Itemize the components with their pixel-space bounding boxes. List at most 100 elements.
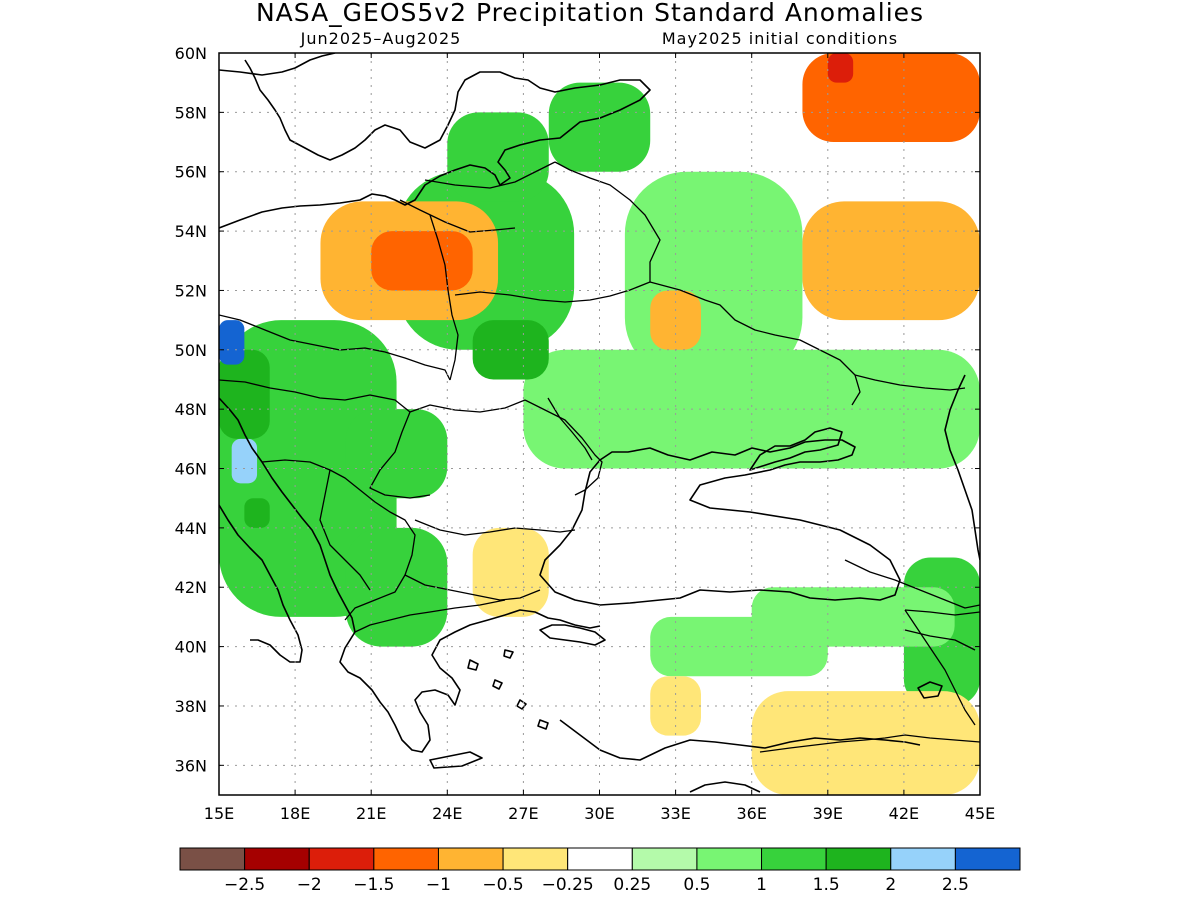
anomaly-cell-0 [624,171,803,380]
azov-sea-coastline [749,427,843,471]
y-tick-label-6: 48N [175,400,207,419]
border-belarus-russia [554,161,661,282]
anomaly-cell-7 [447,112,549,202]
colorbar: −2.5 −2 −1.5 −1 −0.5 −0.25 0.25 0.5 1 1.5 2 2.5 [179,847,1021,895]
x-tick-label-1: 18E [280,804,310,823]
lake-sevan-coastline [917,681,943,699]
anomaly-cell-11 [751,587,955,647]
border-georgia-armenia [904,629,976,651]
y-tick-label-5: 50N [175,341,207,360]
map-area [219,53,980,795]
coastlines [219,53,980,793]
colorbar-swatch-2 [308,847,375,871]
anomaly-cell-5 [472,320,549,380]
y-tick-label-9: 42N [175,578,207,597]
colorbar-label-10: 2 [885,875,896,895]
y-tick-label-0: 60N [175,44,207,63]
greece-coastline [339,609,601,753]
colorbar-label-1: −2 [297,875,322,895]
caspian-coastline [944,374,980,561]
colorbar-swatch-12 [954,847,1021,871]
anomaly-cell-1 [523,349,980,469]
y-tick-label-10: 40N [175,638,207,657]
x-tick-label-4: 27E [508,804,538,823]
border-caucasus [844,559,980,616]
x-tick-label-8: 39E [813,804,843,823]
x-tick-label-9: 42E [889,804,919,823]
colorbar-label-11: 2.5 [942,875,969,895]
border-serbia-west [319,469,371,591]
marmara-coastline [539,624,606,646]
border-russia-kazakhstan [854,374,966,391]
x-tick-label-6: 33E [660,804,690,823]
x-tick-label-10: 45E [965,804,995,823]
x-tick-label-2: 21E [356,804,386,823]
colorbar-label-8: 1 [756,875,767,895]
x-tick-label-5: 30E [584,804,614,823]
baltic-coastline [219,59,651,229]
border-belarus-south [454,281,651,303]
colorbar-label-4: −0.5 [482,875,523,895]
border-central-europe-1 [219,314,451,381]
anomaly-shading [219,53,980,795]
y-tick-label-12: 36N [175,756,207,775]
black-sea-coastline [539,439,901,606]
anomaly-cell-17 [371,231,473,291]
country-borders [219,161,980,753]
colorbar-label-7: 0.5 [683,875,710,895]
y-tick-label-2: 56N [175,163,207,182]
border-balkans [261,459,416,621]
colorbar-swatch-6 [567,847,633,871]
colorbar-label-2: −1.5 [353,875,394,895]
border-hungary-romania [369,411,431,499]
y-tick-label-8: 44N [175,519,207,538]
y-tick-label-7: 46N [175,460,207,479]
border-bulgaria-south [404,574,541,601]
aegean-islands [429,649,549,769]
colorbar-swatch-7 [631,847,698,871]
colorbar-label-9: 1.5 [813,875,840,895]
anomaly-cell-8 [548,82,651,172]
border-central-europe-2 [219,379,526,413]
colorbar-swatch-10 [825,847,892,871]
colorbar-label-3: −1 [426,875,451,895]
anomaly-cell-23 [751,691,980,795]
border-turkey-syria [759,734,980,753]
colorbar-swatch-4 [437,847,504,871]
colorbar-swatch-9 [761,847,827,871]
initial-conditions-label: May2025 initial conditions [662,29,898,48]
anomaly-cell-15 [244,498,270,528]
x-tick-label-3: 24E [432,804,462,823]
border-romania-ukraine [524,399,603,496]
colorbar-swatch-11 [890,847,956,871]
border-baltic-states [399,161,556,233]
x-tick-label-7: 36E [736,804,766,823]
anomaly-cell-20 [802,201,980,321]
colorbar-swatch-3 [373,847,439,871]
border-turkey-east [904,609,976,726]
anomaly-cell-4 [345,409,448,499]
y-tick-label-3: 54N [175,222,207,241]
colorbar-label-5: −0.25 [542,875,594,895]
y-tick-label-4: 52N [175,281,207,300]
cyprus-coastline [689,781,761,793]
border-moldova [547,397,593,461]
anomaly-cell-21 [650,290,701,350]
adriatic-coastline [219,397,356,633]
italy-coastline [219,504,303,663]
border-greece-north [354,599,506,633]
anomaly-cell-19 [827,53,854,83]
y-tick-label-11: 38N [175,697,207,716]
x-tick-label-0: 15E [204,804,234,823]
anomaly-cell-14 [231,438,258,484]
colorbar-swatch-1 [244,847,310,871]
figure-title: NASA_GEOS5v2 Precipitation Standard Anom… [256,0,924,27]
anomaly-cell-6 [219,349,270,439]
anomaly-cell-13 [219,320,245,365]
map-axes: 15E 18E 21E 24E 27E 30E 33E 36E 39E 42E 45E 60N 58N 5… [175,44,996,823]
border-poland-east [429,214,459,381]
scandinavia-coastline [219,53,336,76]
colorbar-label-0: −2.5 [224,875,265,895]
forecast-period: Jun2025–Aug2025 [300,29,462,48]
